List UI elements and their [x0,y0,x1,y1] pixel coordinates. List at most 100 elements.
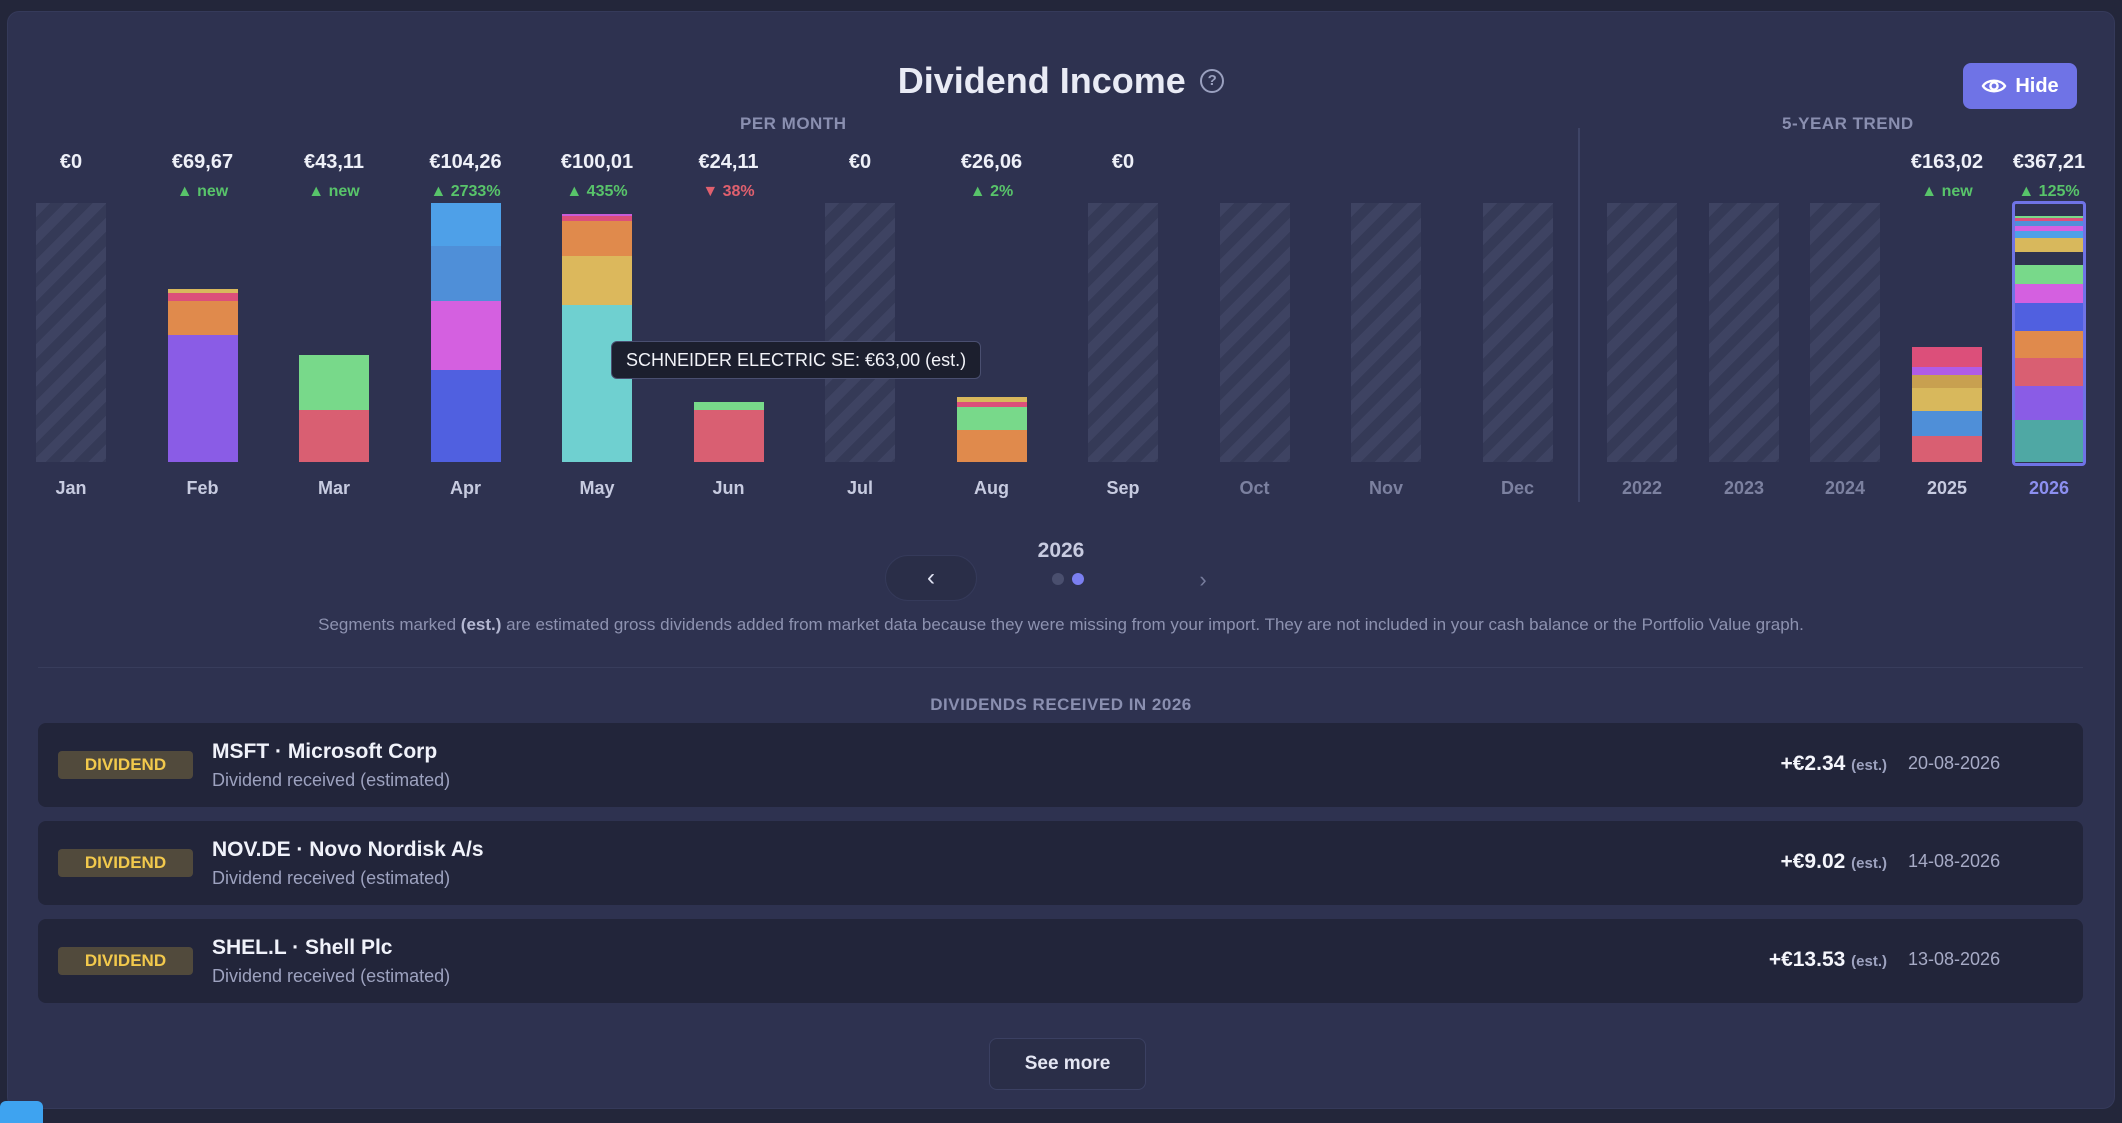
trend-label: 5-YEAR TREND [1782,114,1914,133]
bar-segment-2026[interactable] [2014,217,2084,221]
dividend-row[interactable]: DIVIDEND NOV.DE · Novo Nordisk A/s Divid… [38,821,2083,905]
x-label-dec: Dec [1500,478,1535,498]
bar-segment-apr[interactable] [430,300,501,371]
bar-segment-jun[interactable] [693,402,764,410]
chart-divider [1578,128,1580,502]
empty-bar-oct[interactable] [1219,203,1290,462]
section-divider [38,667,2083,668]
x-label-jun: Jun [712,478,745,498]
empty-bar-2024[interactable] [1810,203,1880,462]
dividend-badge: DIVIDEND [58,849,193,877]
per-month-label: PER MONTH [740,114,847,133]
dividend-income-card: Dividend Income ? Hide PER MONTH 5-YEAR … [7,11,2115,1109]
bar-segment-mar[interactable] [299,354,369,410]
x-label-mar: Mar [317,478,350,498]
bar-segment-may[interactable] [562,305,632,462]
bar-segment-feb[interactable] [167,288,238,294]
bar-segment-jun[interactable] [693,409,764,462]
page-title: Dividend Income [897,60,1186,101]
bar-segment-apr[interactable] [430,245,501,301]
bar-segment-2026[interactable] [2014,357,2084,386]
dividend-row[interactable]: DIVIDEND MSFT · Microsoft Corp Dividend … [38,723,2083,807]
bar-segment-may[interactable] [562,213,632,217]
x-label-aug: Aug [974,478,1009,498]
hide-button-label: Hide [2015,74,2059,97]
bar-segment-may[interactable] [562,216,632,222]
bar-segment-aug[interactable] [956,397,1027,403]
empty-bar-nov[interactable] [1351,203,1421,462]
bar-change-2026: ▲ 125% [2018,183,2080,200]
amount-est: (est.) [1851,855,1887,872]
amount-value: +€9.02 [1780,850,1846,873]
bar-value-jul: €0 [848,151,872,173]
bar-segment-2026[interactable] [2014,225,2084,231]
bar-segment-2025[interactable] [1912,387,1982,412]
pager-dot-1[interactable] [1052,573,1064,585]
bar-value-feb: €69,67 [171,151,234,173]
bar-segment-2026[interactable] [2014,220,2084,226]
bar-segment-2025[interactable] [1912,375,1982,388]
hide-button[interactable]: Hide [1963,63,2077,109]
empty-bar-jul[interactable] [825,203,895,462]
bar-segment-aug[interactable] [956,407,1027,430]
row-date: 13-08-2026 [1908,949,2001,969]
bar-change-may: ▲ 435% [566,183,628,200]
bar-segment-2026[interactable] [2014,264,2084,285]
bar-segment-2026[interactable] [2014,385,2084,420]
bar-change-feb: ▲ new [176,183,229,200]
see-more-button[interactable]: See more [989,1038,1146,1090]
bar-segment-mar[interactable] [299,409,369,462]
dividend-row[interactable]: DIVIDEND SHEL.L · Shell Plc Dividend rec… [38,919,2083,1003]
dividend-badge: DIVIDEND [58,947,193,975]
bar-segment-aug[interactable] [956,429,1027,462]
bar-segment-apr[interactable] [430,370,501,462]
bar-segment-2025[interactable] [1912,367,1982,376]
bar-segment-feb[interactable] [167,335,238,462]
bar-segment-2025[interactable] [1912,347,1982,368]
x-label-nov: Nov [1368,478,1403,498]
estimate-note: Segments marked (est.) are estimated gro… [8,615,2114,635]
empty-bar-jan[interactable] [36,203,106,462]
bar-segment-may[interactable] [562,255,632,306]
x-label-oct: Oct [1239,478,1270,498]
row-amount: +€9.02 (est.) [1780,850,1887,874]
bar-segment-2026[interactable] [2014,302,2084,331]
bar-value-apr: €104,26 [429,151,502,173]
bar-segment-2026[interactable] [2014,419,2084,462]
bar-segment-2026[interactable] [2014,284,2084,303]
x-label-2023: 2023 [1723,478,1765,498]
bar-segment-apr[interactable] [430,203,501,246]
row-title: NOV.DE · Novo Nordisk A/s [212,838,484,861]
bar-segment-feb[interactable] [167,293,238,301]
bar-segment-may[interactable] [562,221,632,256]
bar-segment-2026[interactable] [2014,330,2084,358]
empty-bar-2022[interactable] [1607,203,1677,462]
row-title: SHEL.L · Shell Plc [212,936,393,959]
bar-segment-2026[interactable] [2014,230,2084,238]
amount-value: +€2.34 [1780,752,1846,775]
help-icon[interactable]: ? [1200,69,1225,93]
bar-segment-feb[interactable] [167,300,238,336]
eye-icon [1981,79,2007,93]
bar-segment-2026[interactable] [2014,237,2084,252]
bar-segment-2026[interactable] [2014,215,2084,218]
note-bold: (est.) [460,615,502,634]
bar-value-2026: €367,21 [2012,151,2086,173]
bar-segment-2026[interactable] [2014,251,2084,265]
next-year-button[interactable]: › [1199,567,1207,592]
bar-change-jun: ▼ 38% [702,183,755,200]
empty-bar-dec[interactable] [1482,203,1553,462]
bar-segment-2025[interactable] [1912,435,1982,462]
empty-bar-sep[interactable] [1088,203,1158,462]
bar-value-jun: €24,11 [698,151,759,173]
bar-value-may: €100,01 [560,151,634,173]
title-row: Dividend Income ? [8,60,2114,110]
note-suffix: are estimated gross dividends added from… [501,615,1804,634]
empty-bar-2023[interactable] [1709,203,1779,462]
bar-segment-2025[interactable] [1912,411,1982,436]
prev-year-button[interactable]: ‹ [885,555,977,601]
x-label-2024: 2024 [1824,478,1866,498]
bar-segment-aug[interactable] [956,402,1027,408]
corner-tab[interactable] [0,1101,43,1123]
pager-dot-2[interactable] [1072,573,1084,585]
